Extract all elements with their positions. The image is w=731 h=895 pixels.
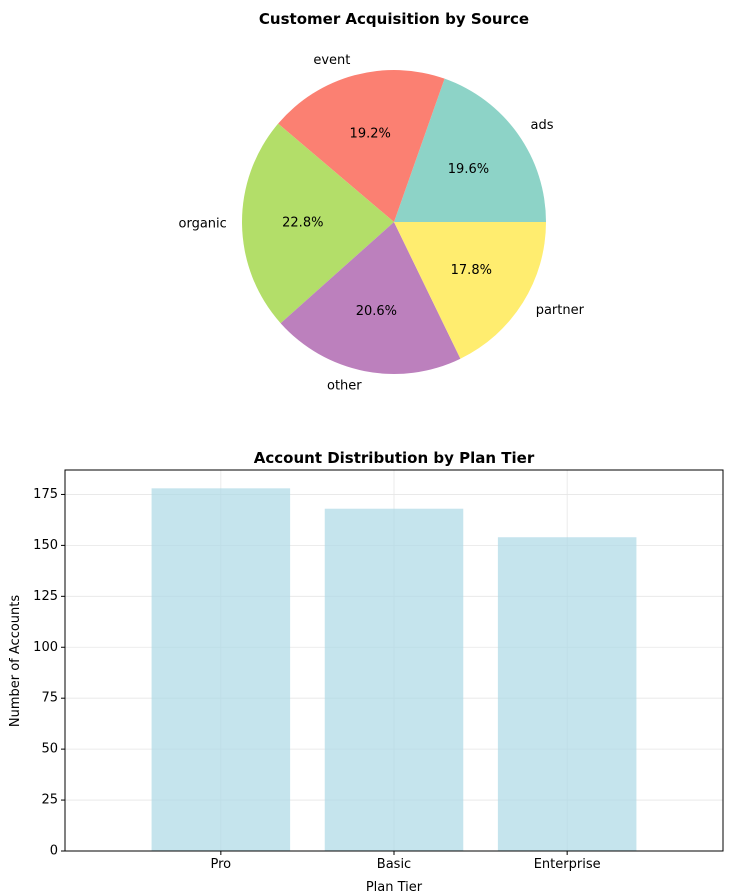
x-tick-label-enterprise: Enterprise [534, 857, 601, 872]
y-tick-label: 0 [50, 844, 58, 859]
x-tick-label-basic: Basic [377, 857, 411, 872]
pie-chart: Customer Acquisition by Source 19.6%ads1… [179, 10, 585, 394]
x-tick-label-pro: Pro [211, 857, 232, 872]
pie-slice-organic [242, 123, 394, 324]
y-tick-label: 150 [33, 538, 58, 553]
x-axis-label: Plan Tier [366, 880, 423, 895]
pie-slice-partner [394, 222, 546, 359]
bar-enterprise [497, 537, 637, 851]
y-tick-label: 50 [41, 742, 58, 757]
pie-pct-label-ads: 19.6% [448, 162, 489, 177]
x-axis-ticks: Pro Basic Enterprise [211, 851, 601, 872]
bar-chart: Account Distribution by Plan Tier 0 25 50 7… [8, 449, 724, 895]
bar-basic [324, 508, 464, 851]
y-tick-label: 75 [41, 691, 58, 706]
pie-slice-ads [394, 78, 546, 222]
y-axis-ticks: 0 25 50 75 100 125 150 175 [33, 487, 65, 859]
pie-slice-event [278, 70, 445, 222]
pie-category-label-ads: ads [530, 118, 553, 133]
pie-slices [242, 70, 546, 374]
pie-pct-label-organic: 22.8% [282, 216, 323, 231]
pie-chart-title: Customer Acquisition by Source [259, 10, 529, 28]
pie-pct-label-partner: 17.8% [451, 263, 492, 278]
y-axis-label: Number of Accounts [8, 595, 23, 728]
pie-pct-label-event: 19.2% [350, 126, 391, 141]
y-tick-label: 25 [41, 793, 58, 808]
pie-labels: 19.6% ads 19.2% event 22.8% organic 20.6% other… [179, 53, 585, 393]
pie-category-label-organic: organic [179, 217, 227, 232]
pie-category-label-other: other [327, 379, 362, 394]
bar-bars [151, 488, 637, 851]
bar-pro [151, 488, 291, 851]
pie-slice-other [280, 222, 461, 374]
pie-pct-label-other: 20.6% [356, 304, 397, 319]
y-tick-label: 125 [33, 589, 58, 604]
y-tick-label: 100 [33, 640, 58, 655]
y-tick-label: 175 [33, 487, 58, 502]
pie-category-label-partner: partner [536, 303, 585, 318]
pie-category-label-event: event [313, 53, 350, 68]
bar-chart-title: Account Distribution by Plan Tier [254, 449, 535, 467]
